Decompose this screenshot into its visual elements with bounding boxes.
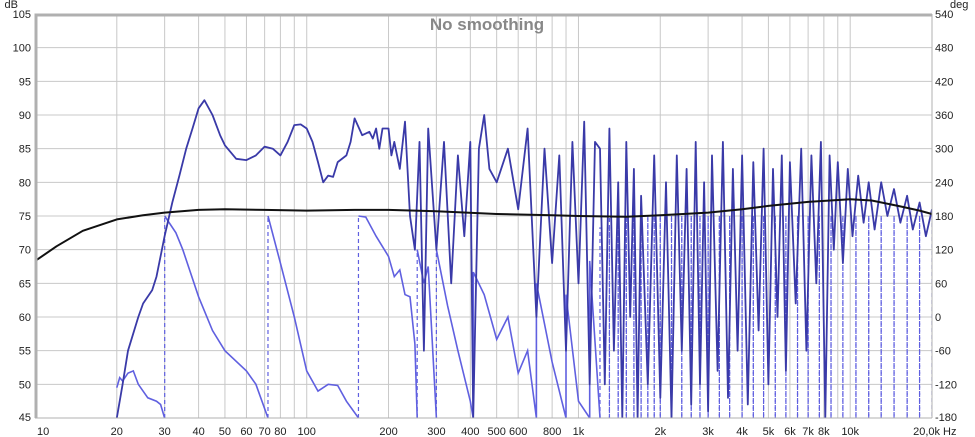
y-tick-label: 75 — [19, 211, 31, 223]
x-tick-label: 10 — [37, 426, 49, 437]
y-tick-label: 100 — [13, 43, 31, 55]
y-tick-label: 45 — [19, 412, 31, 424]
phase-line — [116, 369, 166, 418]
y-tick-label: 90 — [19, 110, 31, 122]
x-tick-label: 40 — [192, 426, 204, 437]
x-tick-label: 30 — [159, 426, 171, 437]
x-tick-label: 10k — [841, 426, 859, 437]
smoothed-line — [35, 198, 932, 262]
traces — [35, 99, 932, 418]
y2-tick-label: -60 — [935, 346, 951, 358]
y-tick-label: 95 — [19, 76, 31, 88]
x-tick-label: 3k — [702, 426, 714, 437]
y2-tick-label: 240 — [935, 177, 953, 189]
x-tick-label: 400 — [461, 426, 479, 437]
x-tick-label: 20,0k — [913, 426, 940, 437]
x-tick-label: 8k — [818, 426, 830, 437]
x-tick-label: 7k — [802, 426, 814, 437]
x-tick-label: 1k — [573, 426, 585, 437]
y2-tick-label: 180 — [935, 211, 953, 223]
y2-axis-label: deg — [950, 0, 968, 11]
x-tick-label: 70 — [259, 426, 271, 437]
x-tick-label: 20 — [111, 426, 123, 437]
plot-frame — [34, 13, 932, 418]
x-tick-label: 80 — [274, 426, 286, 437]
y2-tick-label: -120 — [935, 379, 957, 391]
chart-title: No smoothing — [430, 15, 544, 34]
y-tick-label: 70 — [19, 245, 31, 257]
phase-line — [358, 215, 418, 418]
x-tick-label: 60 — [240, 426, 252, 437]
phase-line — [267, 215, 360, 418]
y2-tick-label: 480 — [935, 43, 953, 55]
y2-tick-label: 540 — [935, 9, 953, 21]
x-tick-label: 600 — [509, 426, 527, 437]
x-tick-label: 200 — [379, 426, 397, 437]
y-tick-label: 85 — [19, 144, 31, 156]
y2-tick-label: 360 — [935, 110, 953, 122]
x-tick-label: 100 — [298, 426, 316, 437]
y2-tick-label: 300 — [935, 144, 953, 156]
y2-tick-label: 0 — [935, 312, 941, 324]
y2-tick-label: -180 — [935, 412, 957, 424]
y-tick-label: 65 — [19, 278, 31, 290]
y-tick-label: 50 — [19, 379, 31, 391]
y-tick-label: 55 — [19, 346, 31, 358]
y2-tick-label: 60 — [935, 278, 947, 290]
axis-ticks: 10 20 30 40 50 60 70 80 100 200 300 400 500 600 800 1k 2… — [13, 9, 957, 437]
y2-tick-label: 120 — [935, 245, 953, 257]
magnitude-line — [115, 99, 932, 418]
x-tick-label: 4k — [736, 426, 748, 437]
x-tick-label: 800 — [543, 426, 561, 437]
y-tick-label: 80 — [19, 177, 31, 189]
x-tick-label: 6k — [784, 426, 796, 437]
y-tick-label: 105 — [13, 9, 31, 21]
phase-line — [164, 215, 269, 418]
y2-tick-label: 420 — [935, 76, 953, 88]
y-tick-label: 60 — [19, 312, 31, 324]
x-tick-label: 2k — [654, 426, 666, 437]
x-axis-label: Hz — [943, 426, 956, 437]
x-tick-label: 300 — [427, 426, 445, 437]
phase-line — [435, 249, 601, 418]
x-tick-label: 500 — [487, 426, 505, 437]
y-axis-label: dB — [5, 0, 18, 11]
x-tick-label: 5k — [763, 426, 775, 437]
x-tick-label: 50 — [219, 426, 231, 437]
